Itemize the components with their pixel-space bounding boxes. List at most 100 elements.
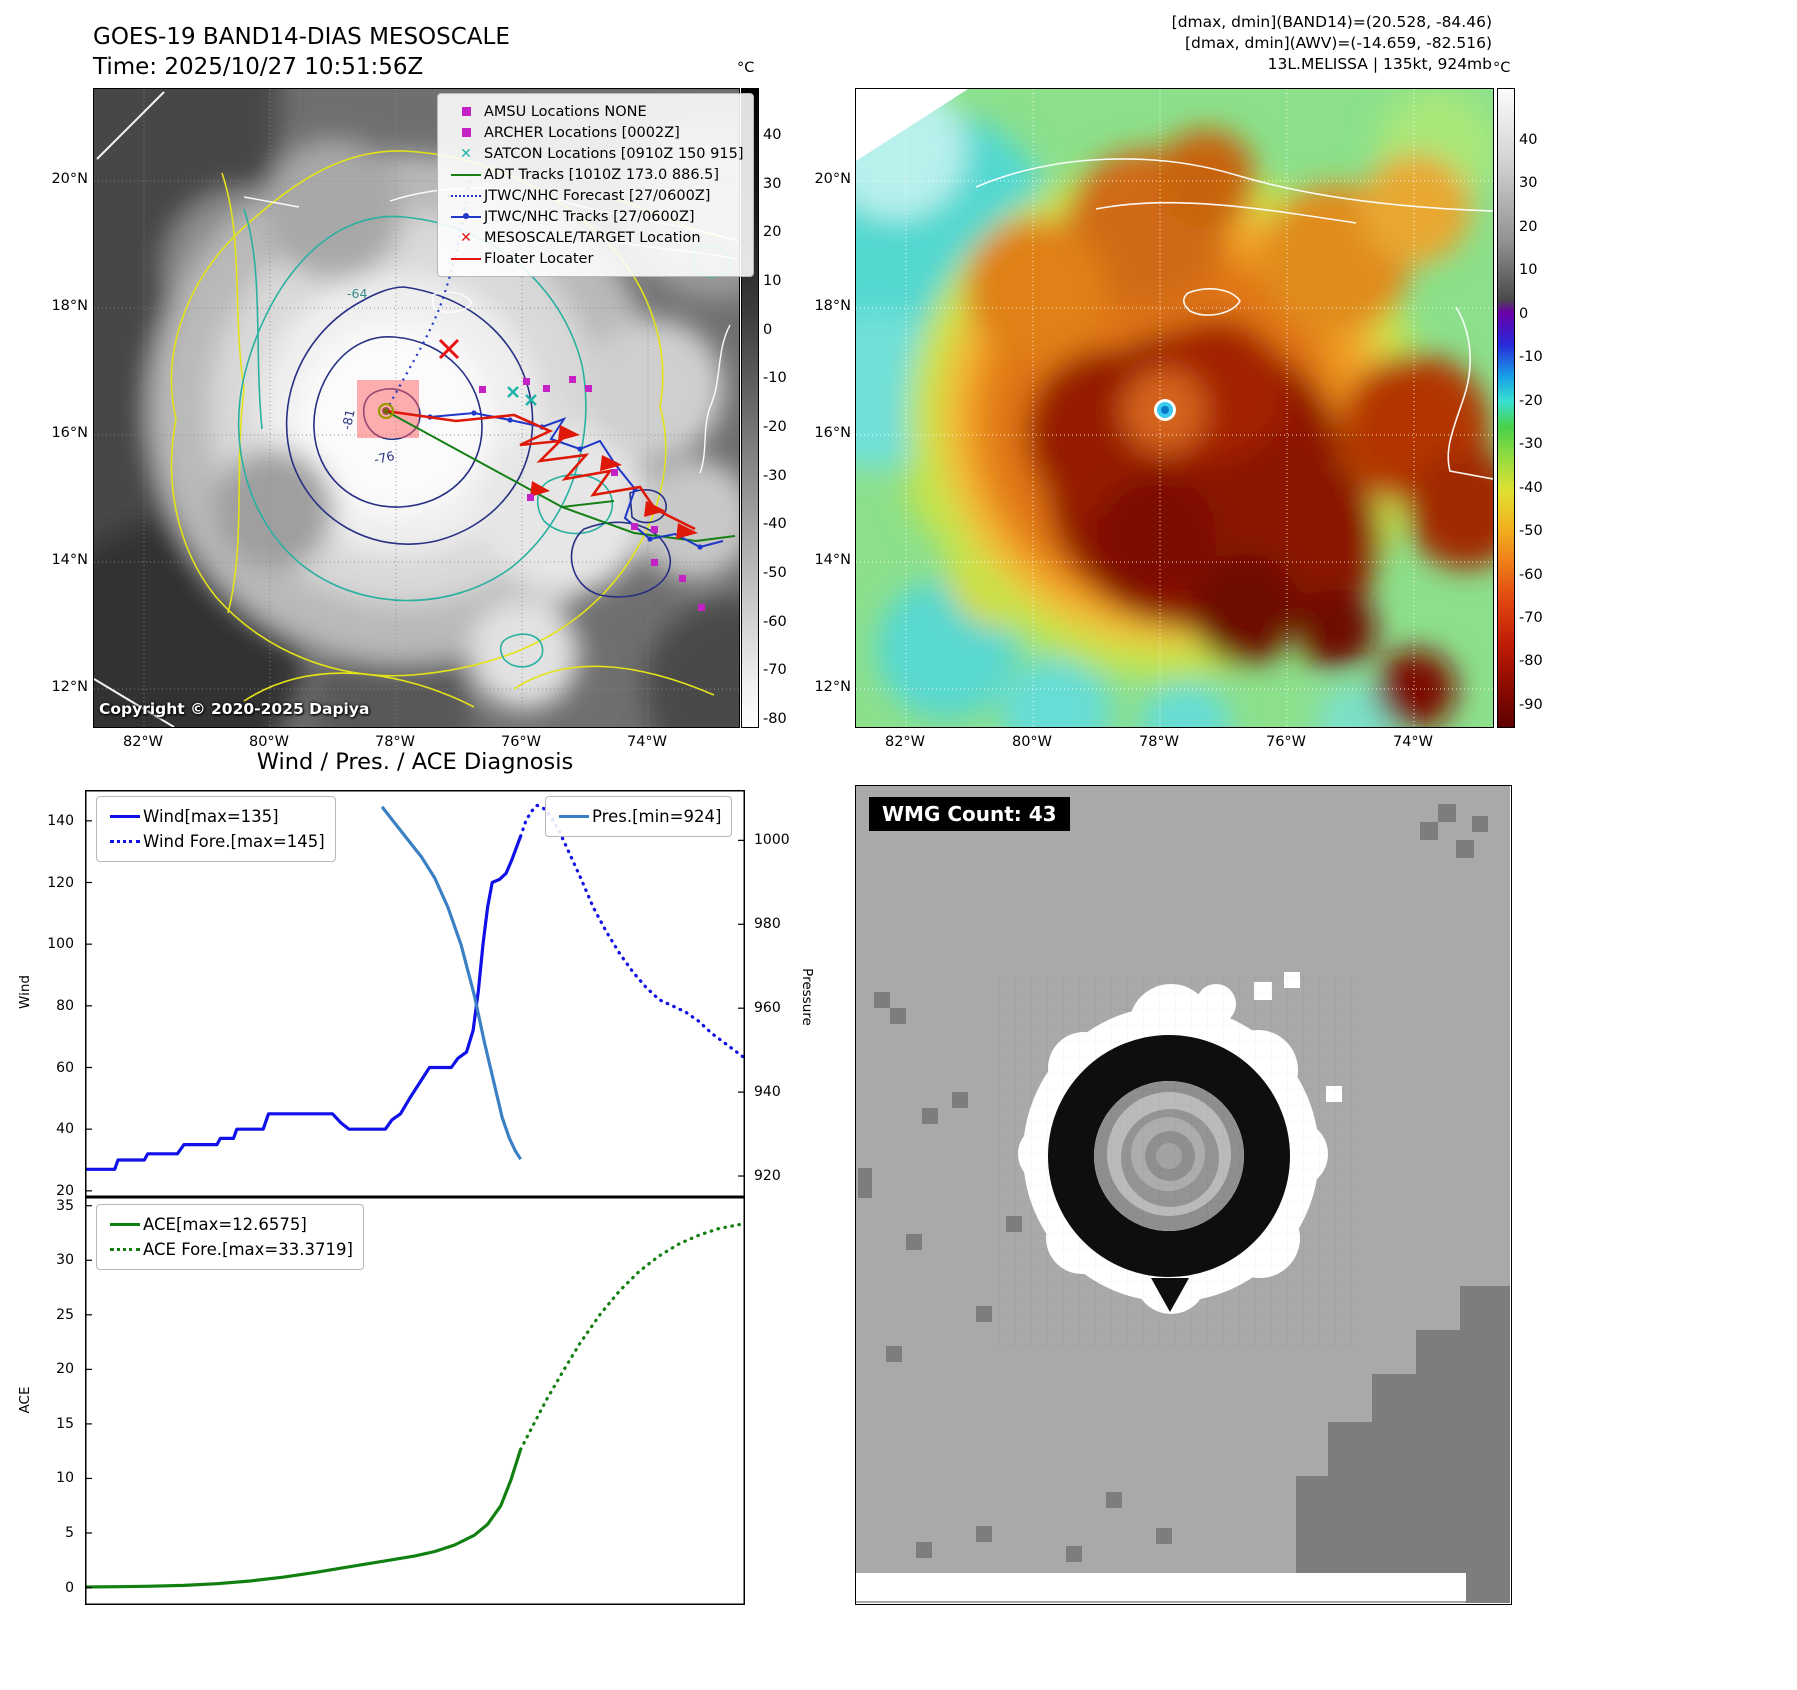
tl-lon-78w: 78°W [374, 734, 416, 750]
pressure-line-icon [559, 815, 589, 818]
ace-legend-label: ACE[max=12.6575] [143, 1215, 307, 1234]
archer-amsu-markers [479, 376, 705, 611]
storm-id-intensity: 13L.MELISSA | 135kt, 924mb [1267, 55, 1492, 73]
tr-lat-18n: 18°N [814, 298, 851, 314]
pressure-legend-label: Pres.[min=924] [592, 807, 722, 826]
colorbar-tick: 40 [763, 127, 782, 143]
amsu-marker-icon [461, 107, 471, 116]
y-tick: 30 [56, 1252, 74, 1269]
mesoscale-target-x [438, 338, 460, 360]
map-legend: AMSU Locations NONE ARCHER Locations [00… [437, 93, 755, 277]
goes-title: GOES-19 BAND14-DIAS MESOSCALE [93, 24, 510, 50]
wmg-panel [855, 785, 1512, 1605]
y-tick: 15 [56, 1415, 74, 1432]
tr-lon-74w: 74°W [1392, 734, 1434, 750]
floater-line-icon [451, 257, 481, 260]
tr-colorbar [1497, 88, 1515, 728]
wind-legend-label: Wind[max=135] [143, 807, 279, 826]
colorbar-tick: 0 [1519, 305, 1529, 322]
tr-lat-14n: 14°N [814, 552, 851, 568]
tl-lat-16n: 16°N [51, 425, 88, 441]
colorbar-tick: -60 [1519, 566, 1543, 583]
contour-teal [237, 215, 587, 602]
series-line-2 [380, 805, 522, 1161]
series-line-1 [519, 1221, 745, 1451]
colorbar-tick: -80 [1519, 653, 1543, 670]
colorbar-tick: 30 [1519, 175, 1538, 192]
ace-y-axis-ticks: 0 5 10 15 20 25 30 35 [41, 1197, 79, 1605]
floater-locater-track [385, 409, 698, 539]
colorbar-tick: -50 [1519, 523, 1543, 540]
tl-lat-14n: 14°N [51, 552, 88, 568]
y-tick: 20 [56, 1361, 74, 1378]
tl-lon-74w: 74°W [626, 734, 668, 750]
y-tick: 120 [47, 874, 74, 891]
ace-forecast-line-icon [110, 1248, 140, 1251]
y-tick: 25 [56, 1306, 74, 1323]
series-line-0 [85, 1448, 523, 1589]
goes-time: Time: 2025/10/27 10:51:56Z [93, 54, 424, 80]
ace-axis-label: ACE [17, 1386, 33, 1414]
tr-lon-76w: 76°W [1265, 734, 1307, 750]
eyewall-structure [996, 972, 1356, 1346]
tr-lon-80w: 80°W [1011, 734, 1053, 750]
storm-center-marker [377, 402, 395, 420]
wind-forecast-legend-label: Wind Fore.[max=145] [143, 832, 325, 851]
y-tick: 980 [754, 916, 781, 933]
scan-edge-strip [856, 1573, 1466, 1601]
tr-lat-20n: 20°N [814, 171, 851, 187]
diagnosis-title: Wind / Pres. / ACE Diagnosis [256, 749, 574, 775]
tr-colorbar-unit: °C [1493, 60, 1511, 76]
wind-axis-label: Wind [17, 975, 33, 1009]
colorbar-tick: -20 [763, 418, 787, 435]
archer-marker-icon [461, 128, 471, 137]
tr-header: [dmax, dmin](BAND14)=(20.528, -84.46) [d… [1172, 12, 1492, 75]
y-tick: 35 [56, 1197, 74, 1214]
wind-y-axis-ticks: 20 40 60 80 100 120 140 [41, 790, 79, 1199]
colorbar-tick: -20 [1519, 392, 1543, 409]
colorbar-tick: -30 [763, 467, 787, 484]
tl-lon-80w: 80°W [248, 734, 290, 750]
colorbar-tick: 20 [1519, 218, 1538, 235]
colorbar-tick: -70 [1519, 609, 1543, 626]
tl-colorbar-unit: °C [737, 60, 755, 76]
y-tick: 5 [65, 1525, 74, 1541]
tracks-line-icon [451, 213, 481, 219]
legend-label-adt: ADT Tracks [1010Z 173.0 886.5] [484, 166, 720, 183]
hurricane-eye-dot [1154, 399, 1176, 421]
tl-lat-18n: 18°N [51, 298, 88, 314]
tr-lat-12n: 12°N [814, 679, 851, 695]
dmax-dmin-band14: [dmax, dmin](BAND14)=(20.528, -84.46) [1171, 13, 1492, 31]
legend-label-satcon: SATCON Locations [0910Z 150 915] [484, 145, 744, 162]
dmax-dmin-awv: [dmax, dmin](AWV)=(-14.659, -82.516) [1185, 34, 1492, 52]
adt-line-icon [451, 173, 481, 176]
ace-legend: ACE[max=12.6575] ACE Fore.[max=33.3719] [96, 1204, 364, 1270]
colorbar-tick: -50 [763, 564, 787, 581]
wind-legend: Wind[max=135] Wind Fore.[max=145] [96, 796, 336, 862]
y-tick: 0 [65, 1579, 74, 1596]
y-tick: 100 [47, 936, 74, 953]
wind-pressure-chart [85, 790, 745, 1197]
legend-label-amsu: AMSU Locations NONE [484, 103, 647, 120]
tl-lat-20n: 20°N [51, 171, 88, 187]
colorbar-tick: -80 [763, 710, 787, 727]
colorbar-tick: -70 [763, 662, 787, 679]
tl-lon-82w: 82°W [122, 734, 164, 750]
y-tick: 940 [754, 1084, 781, 1101]
wmg-count-badge: WMG Count: 43 [869, 797, 1070, 831]
colorbar-tick: 0 [763, 321, 773, 338]
wind-line-icon [110, 815, 140, 818]
legend-label-archer: ARCHER Locations [0002Z] [484, 124, 680, 141]
forecast-line-icon [451, 194, 481, 197]
copyright-text: Copyright © 2020-2025 Dapiya [99, 700, 370, 718]
y-tick: 960 [754, 1000, 781, 1017]
colorbar-tick: 40 [1519, 132, 1538, 148]
tr-lon-78w: 78°W [1138, 734, 1180, 750]
ir-cloud-field [856, 89, 1493, 727]
wmg-image [856, 786, 1510, 1603]
wind-forecast-line-icon [110, 840, 140, 843]
sector-corner [856, 89, 968, 161]
colorbar-tick: -10 [763, 370, 787, 387]
y-tick: 60 [56, 1059, 74, 1076]
cold-pixels [858, 804, 1510, 1603]
